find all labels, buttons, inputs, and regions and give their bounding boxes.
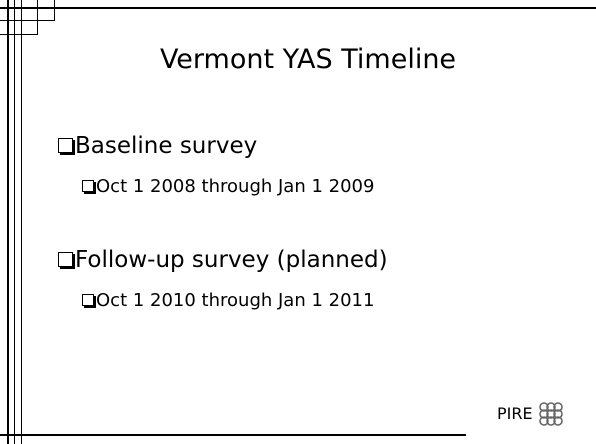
bullet-text: Baseline survey <box>75 133 258 159</box>
border-line <box>7 0 9 444</box>
bullet-box <box>58 138 73 153</box>
logo-text: PIRE <box>497 404 533 423</box>
border-line <box>54 0 55 21</box>
bullet: Follow-up survey (planned) <box>58 247 388 273</box>
bullet-text: Follow-up survey (planned) <box>75 247 388 273</box>
sub-bullet-text: Oct 1 2008 through Jan 1 2009 <box>96 176 375 197</box>
border-line <box>0 434 466 436</box>
sub-bullet: Oct 1 2008 through Jan 1 2009 <box>82 176 374 197</box>
bullet-box <box>82 180 94 192</box>
bullet-box <box>82 294 94 306</box>
border-line <box>0 34 38 35</box>
border-line <box>21 0 22 444</box>
border-line <box>0 20 55 21</box>
sub-bullet: Oct 1 2010 through Jan 1 2011 <box>82 290 374 311</box>
logo-icon <box>539 402 563 426</box>
border-line <box>37 0 38 35</box>
border-line <box>0 7 596 9</box>
bullet: Baseline survey <box>58 133 257 159</box>
bullet-box <box>58 252 73 267</box>
border-line <box>14 0 15 444</box>
sub-bullet-text: Oct 1 2010 through Jan 1 2011 <box>96 290 375 311</box>
slide-title: Vermont YAS Timeline <box>159 44 457 75</box>
